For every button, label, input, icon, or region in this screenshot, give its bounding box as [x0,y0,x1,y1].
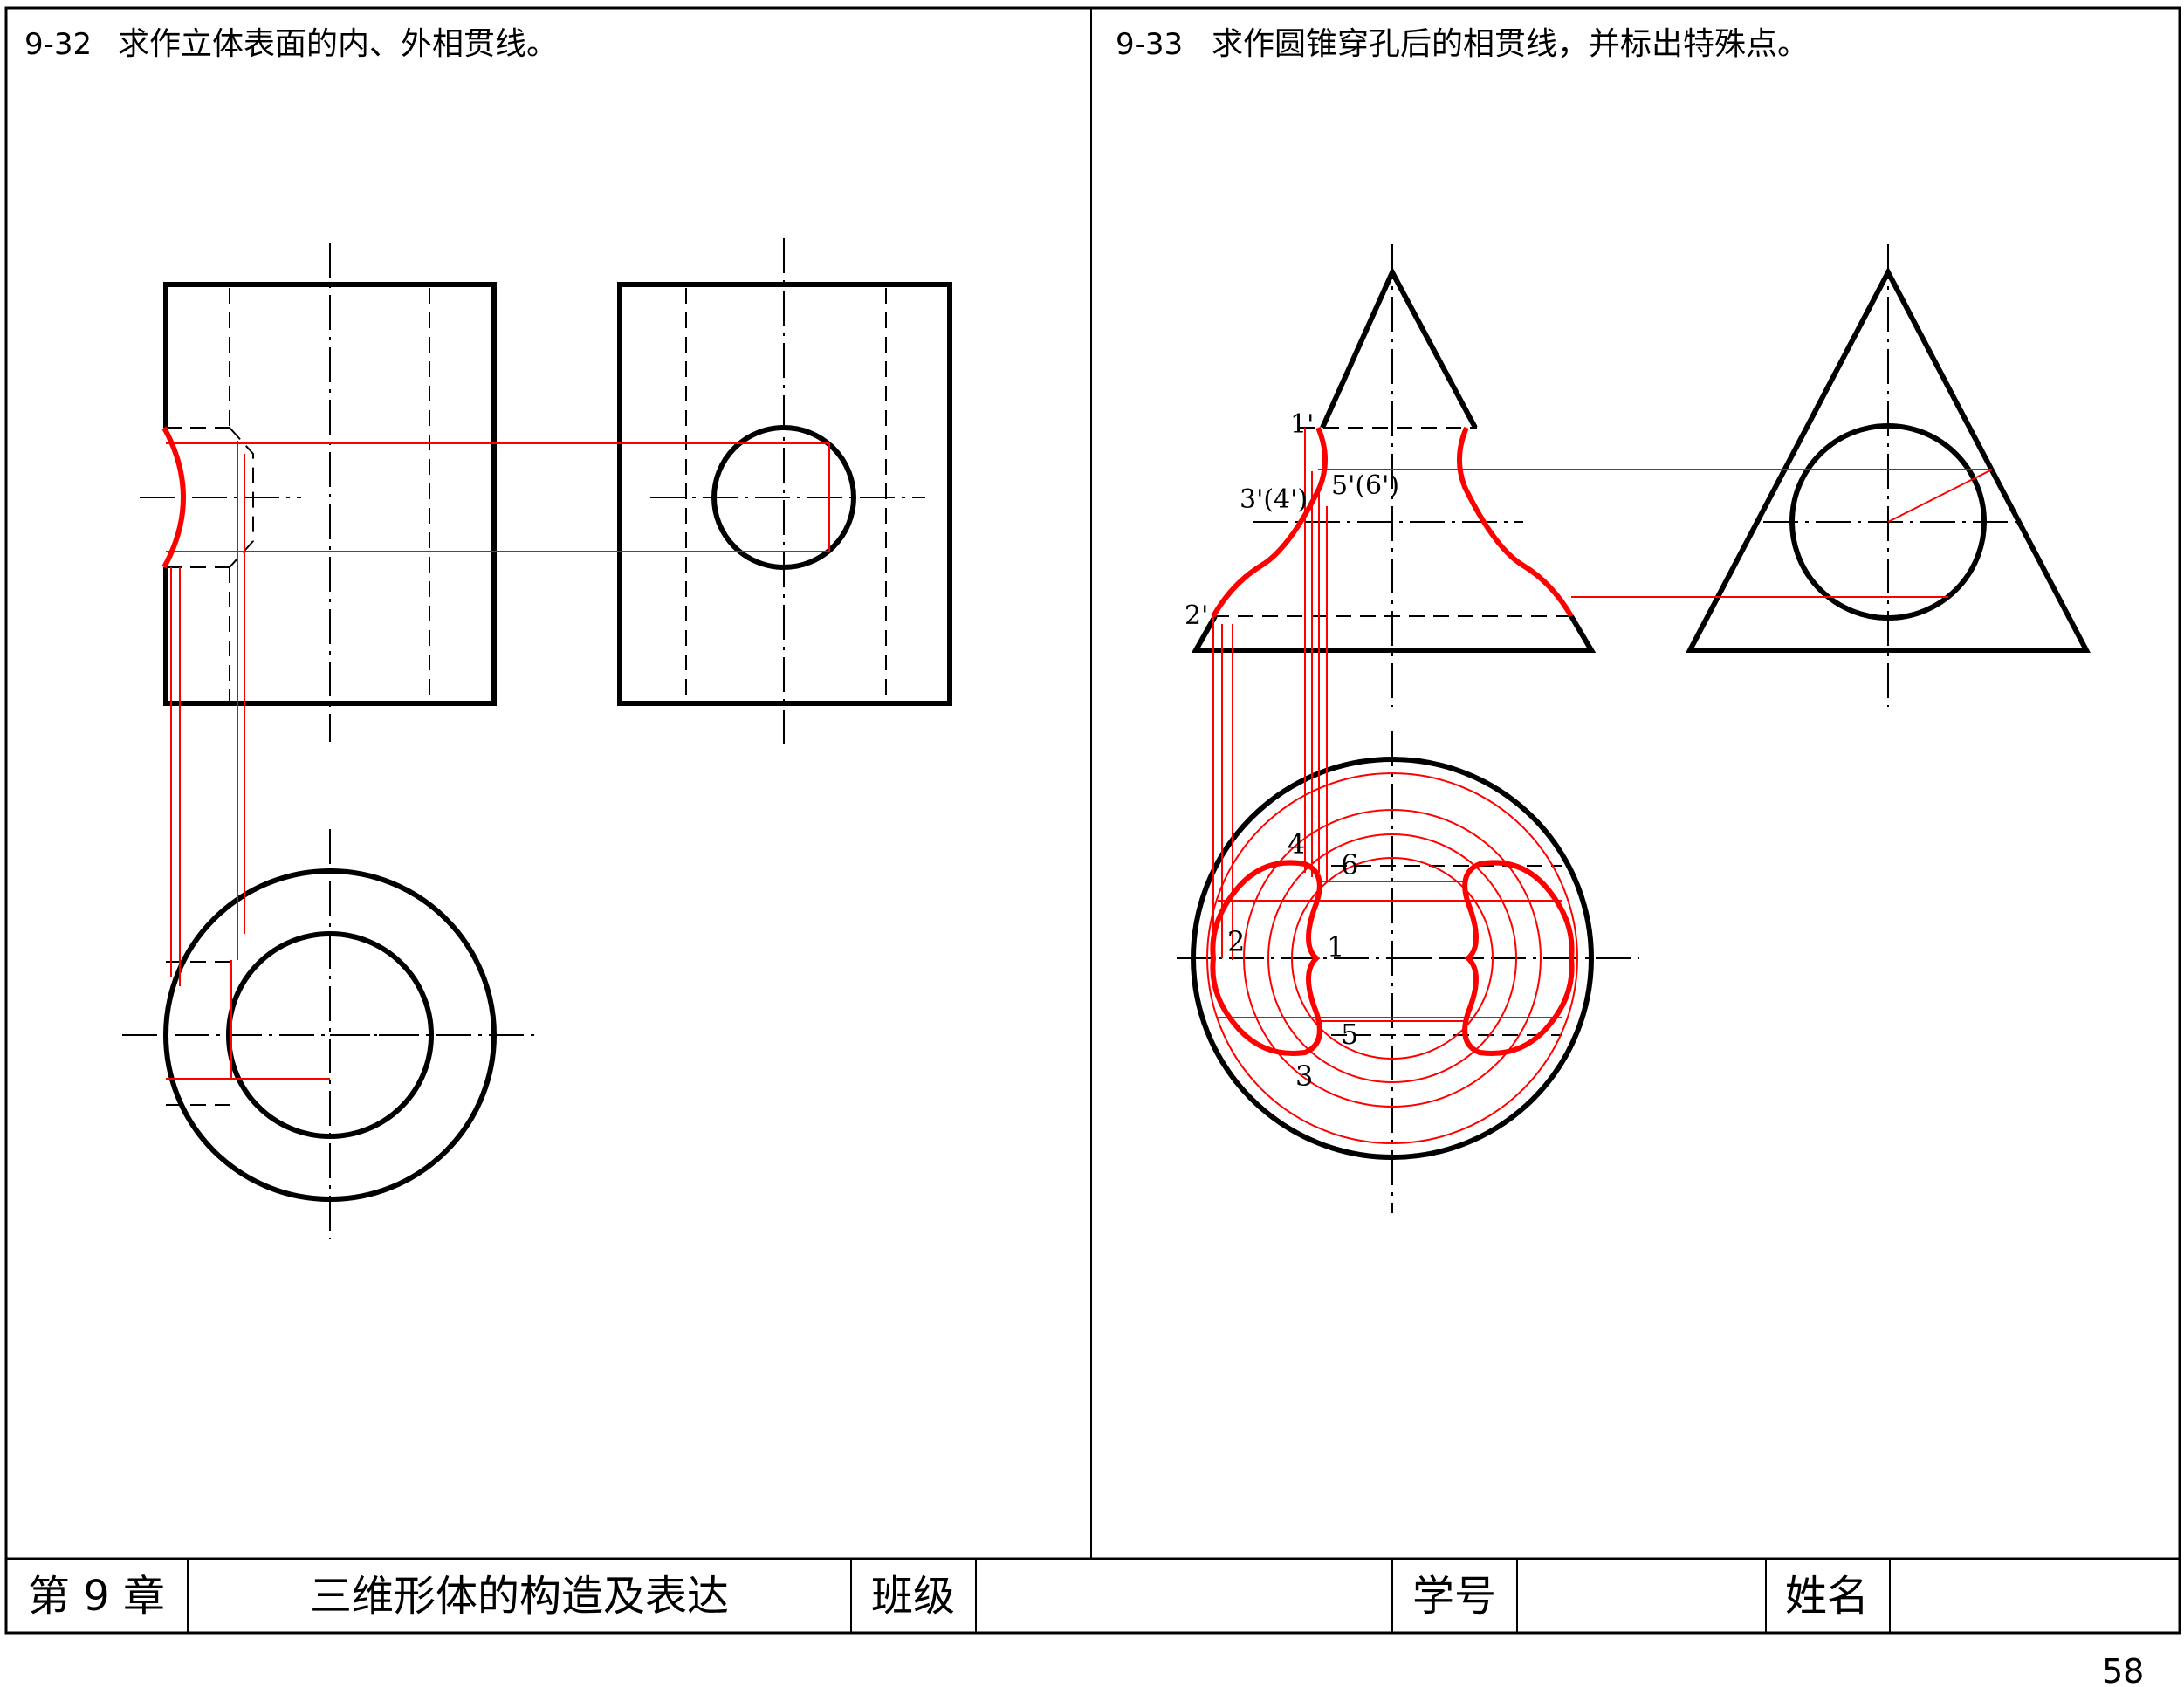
label-2-prime: 2' [1185,600,1208,631]
intersection-curves-932 [161,426,186,569]
intersection-curves-933 [1210,426,1575,1056]
chapter-title: 三维形体的构造及表达 [310,1572,729,1621]
problem-9-32-number: 9-32 [24,27,92,62]
page-frame [4,6,2181,1635]
construction-lines-933 [1206,428,1993,1144]
centerlines-932 [122,238,925,1239]
chapter-label: 第 9 章 [28,1572,165,1621]
problem-9-33-number: 9-33 [1116,27,1183,62]
problem-9-32-drawing [122,238,952,1239]
outlines-933 [1191,266,2091,1160]
name-label: 姓名 [1785,1572,1869,1621]
student-id-label: 学号 [1412,1572,1496,1621]
hidden-lines-932 [166,288,887,1106]
construction-lines-932 [166,441,830,1080]
label-1-prime: 1' [1290,409,1314,440]
title-block: 第 9 章 三维形体的构造及表达 班级 学号 姓名 [28,1572,1869,1621]
label-3: 3 [1295,1060,1313,1093]
label-5: 5 [1341,1018,1358,1051]
problem-9-32-text: 求作立体表面的内、外相贯线。 [118,26,558,62]
label-3-4-prime: 3'(4') [1240,484,1308,515]
label-5-6-prime: 5'(6') [1331,470,1399,501]
problem-9-33-text: 求作圆锥穿孔后的相贯线，并标出特殊点。 [1212,26,1809,62]
label-6: 6 [1341,848,1358,881]
problem-9-33-drawing: 1' 3'(4') 5'(6') 2' 4 6 2 1 5 3 [1177,244,2091,1213]
outlines-932 [163,282,952,1202]
label-1: 1 [1327,930,1344,964]
label-2: 2 [1227,925,1245,958]
class-label: 班级 [871,1572,955,1621]
page-number: 58 [2102,1652,2144,1687]
label-4: 4 [1288,827,1305,861]
point-labels-933: 1' 3'(4') 5'(6') 2' 4 6 2 1 5 3 [1185,409,1399,1093]
